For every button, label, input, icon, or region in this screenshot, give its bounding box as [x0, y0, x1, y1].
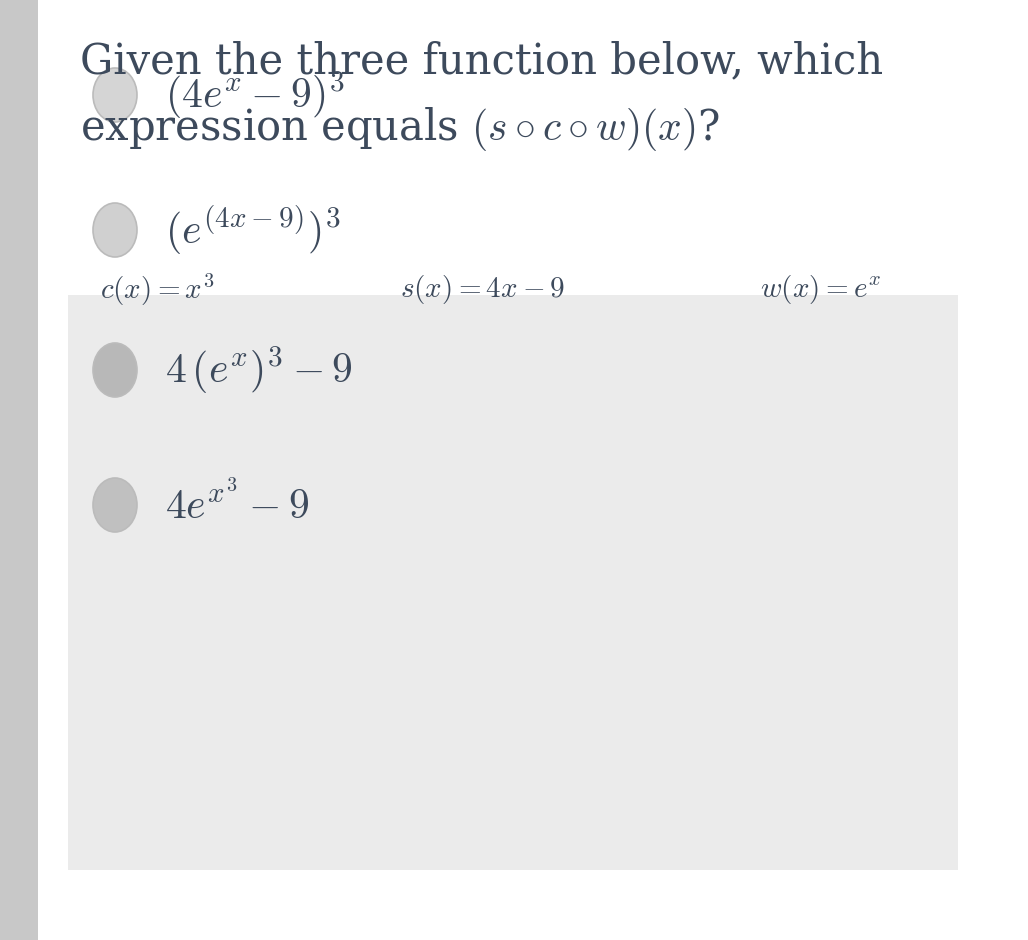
Ellipse shape	[93, 68, 137, 122]
Ellipse shape	[93, 343, 137, 397]
Text: $4\,(e^x)^3 - 9$: $4\,(e^x)^3 - 9$	[166, 344, 353, 396]
FancyBboxPatch shape	[0, 0, 38, 940]
Text: $w(x) = e^x$: $w(x) = e^x$	[760, 274, 881, 306]
Ellipse shape	[93, 203, 137, 257]
Text: $s(x) = 4x - 9$: $s(x) = 4x - 9$	[400, 274, 565, 306]
Text: $c(x) = x^3$: $c(x) = x^3$	[100, 272, 215, 308]
Text: $(4e^x - 9)^3$: $(4e^x - 9)^3$	[166, 70, 344, 120]
Text: $4e^{x^3} - 9$: $4e^{x^3} - 9$	[166, 482, 309, 527]
FancyBboxPatch shape	[68, 295, 958, 870]
Ellipse shape	[93, 478, 137, 532]
Text: Given the three function below, which: Given the three function below, which	[80, 40, 883, 82]
Text: $(e^{(4x-9)})^3$: $(e^{(4x-9)})^3$	[166, 203, 340, 257]
Text: expression equals $(s \circ c \circ w)(x)$?: expression equals $(s \circ c \circ w)(x…	[80, 105, 721, 153]
